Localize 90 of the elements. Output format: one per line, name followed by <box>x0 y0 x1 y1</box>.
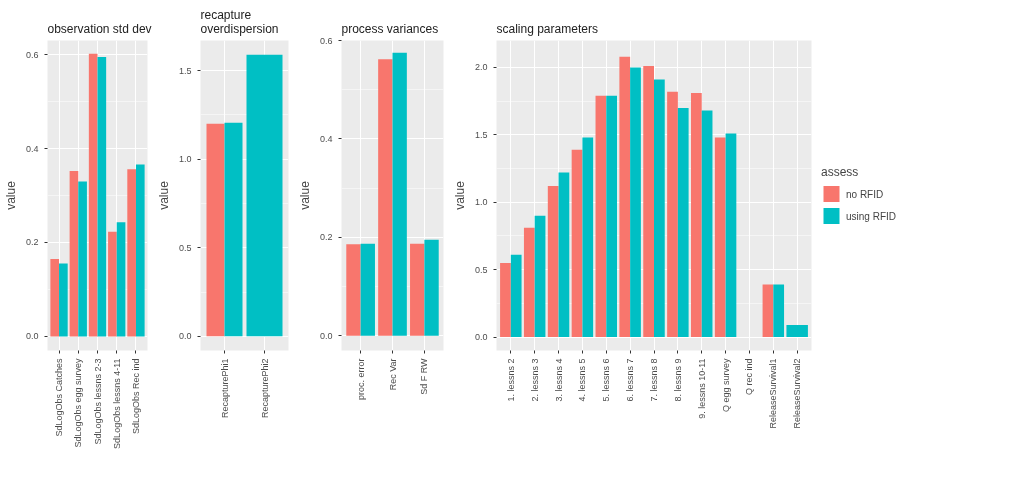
y-tick-label: 2.0 <box>474 62 488 73</box>
chart-title: recapture overdispersion <box>200 7 279 36</box>
bar <box>378 59 393 336</box>
bar <box>108 231 117 337</box>
y-tick-label: 0.2 <box>25 237 39 248</box>
y-tick-label: 0.0 <box>474 332 488 343</box>
x-tick-label: 9. lessns 10-11 <box>696 358 707 419</box>
y-tick-label: 0.6 <box>25 49 39 60</box>
bar <box>534 215 546 338</box>
bar <box>595 95 607 338</box>
x-tick-label: 7. lessns 8 <box>649 358 659 402</box>
x-tick-label: 3. lessns 4 <box>553 358 564 402</box>
chart-title: process variances <box>341 21 439 36</box>
x-tick-label: SdLogObs lessns 4-11 <box>111 358 122 449</box>
bar <box>701 110 713 338</box>
bar <box>88 53 98 337</box>
bar <box>690 93 702 338</box>
x-tick-label: 5. lessns 6 <box>601 358 612 402</box>
y-axis-title: value <box>3 180 18 210</box>
y-tick-label: 1.0 <box>474 197 488 208</box>
bar <box>50 258 60 337</box>
x-tick-label: Rec Var <box>387 358 398 391</box>
x-tick-label: 8. lessns 9 <box>672 358 683 402</box>
bar <box>360 243 375 336</box>
bar <box>667 91 678 338</box>
x-tick-label: 6. lessns 7 <box>625 358 636 402</box>
y-tick-label: 0.0 <box>178 331 192 342</box>
legend-label: no RFID <box>846 188 884 199</box>
x-tick-label: SdLogObs egg survey <box>73 358 84 448</box>
y-tick-label: 0.2 <box>319 232 333 243</box>
chart-title: observation std dev <box>47 21 152 36</box>
x-tick-label: SdLogObs lessns 2-3 <box>92 358 103 445</box>
x-tick-label: RecapturePhi2 <box>259 358 270 419</box>
bar <box>773 284 785 338</box>
y-tick-label: 1.5 <box>474 129 488 140</box>
chart-title: scaling parameters <box>496 21 598 36</box>
y-tick-label: 1.0 <box>178 154 192 165</box>
bar <box>547 186 559 338</box>
y-axis-title: value <box>297 180 312 210</box>
bar <box>630 67 641 338</box>
legend-label: using RFID <box>846 210 897 221</box>
bar <box>558 172 570 338</box>
y-tick-label: 0.4 <box>25 143 39 154</box>
y-tick-label: 0.5 <box>474 264 488 275</box>
bar <box>78 181 87 337</box>
bar <box>69 171 79 337</box>
x-tick-label: ReleaseSurvival1 <box>768 358 779 429</box>
x-tick-label: 1. lessns 2 <box>505 358 516 402</box>
x-tick-label: Q egg survey <box>720 358 731 413</box>
y-tick-label: 0.4 <box>319 133 333 144</box>
bar <box>725 133 737 338</box>
bar <box>643 66 654 338</box>
bar <box>677 107 689 338</box>
x-tick-label: 2. lessns 3 <box>529 358 540 402</box>
bar <box>571 149 583 338</box>
x-tick-label: SdLogObs Catches <box>54 358 65 437</box>
bar <box>135 164 145 337</box>
legend-title: assess <box>821 164 860 179</box>
x-tick-label: proc. error <box>355 358 366 401</box>
bar <box>59 263 68 337</box>
x-tick-label: Sd F RW <box>419 357 430 395</box>
bar <box>346 244 361 336</box>
bar <box>500 262 511 338</box>
x-tick-label: SdLogObs Rec ind <box>130 358 141 435</box>
bar <box>116 222 126 337</box>
y-axis-title: value <box>452 180 467 210</box>
x-tick-label: RecapturePhi1 <box>219 358 230 419</box>
bar <box>714 137 726 338</box>
bar <box>523 227 535 338</box>
bar <box>582 137 594 338</box>
bar <box>619 56 631 338</box>
y-tick-label: 0.0 <box>25 331 39 342</box>
bar <box>392 52 407 336</box>
bar <box>606 95 618 338</box>
bar <box>127 169 136 337</box>
y-tick-label: 0.6 <box>319 35 333 46</box>
x-tick-label: 4. lessns 5 <box>577 358 588 402</box>
y-axis-title: value <box>156 180 171 210</box>
x-tick-label: Q rec ind <box>744 358 755 396</box>
y-tick-label: 0.5 <box>178 242 192 253</box>
bar <box>510 254 522 338</box>
bar <box>206 123 225 337</box>
bar <box>97 56 107 337</box>
bar <box>654 79 665 338</box>
x-tick-label: ReleaseSurvival2 <box>792 358 803 429</box>
bar <box>410 243 425 336</box>
y-tick-label: 1.5 <box>178 65 192 76</box>
bar <box>424 239 439 336</box>
bar <box>762 284 774 338</box>
y-tick-label: 0.0 <box>319 330 333 341</box>
